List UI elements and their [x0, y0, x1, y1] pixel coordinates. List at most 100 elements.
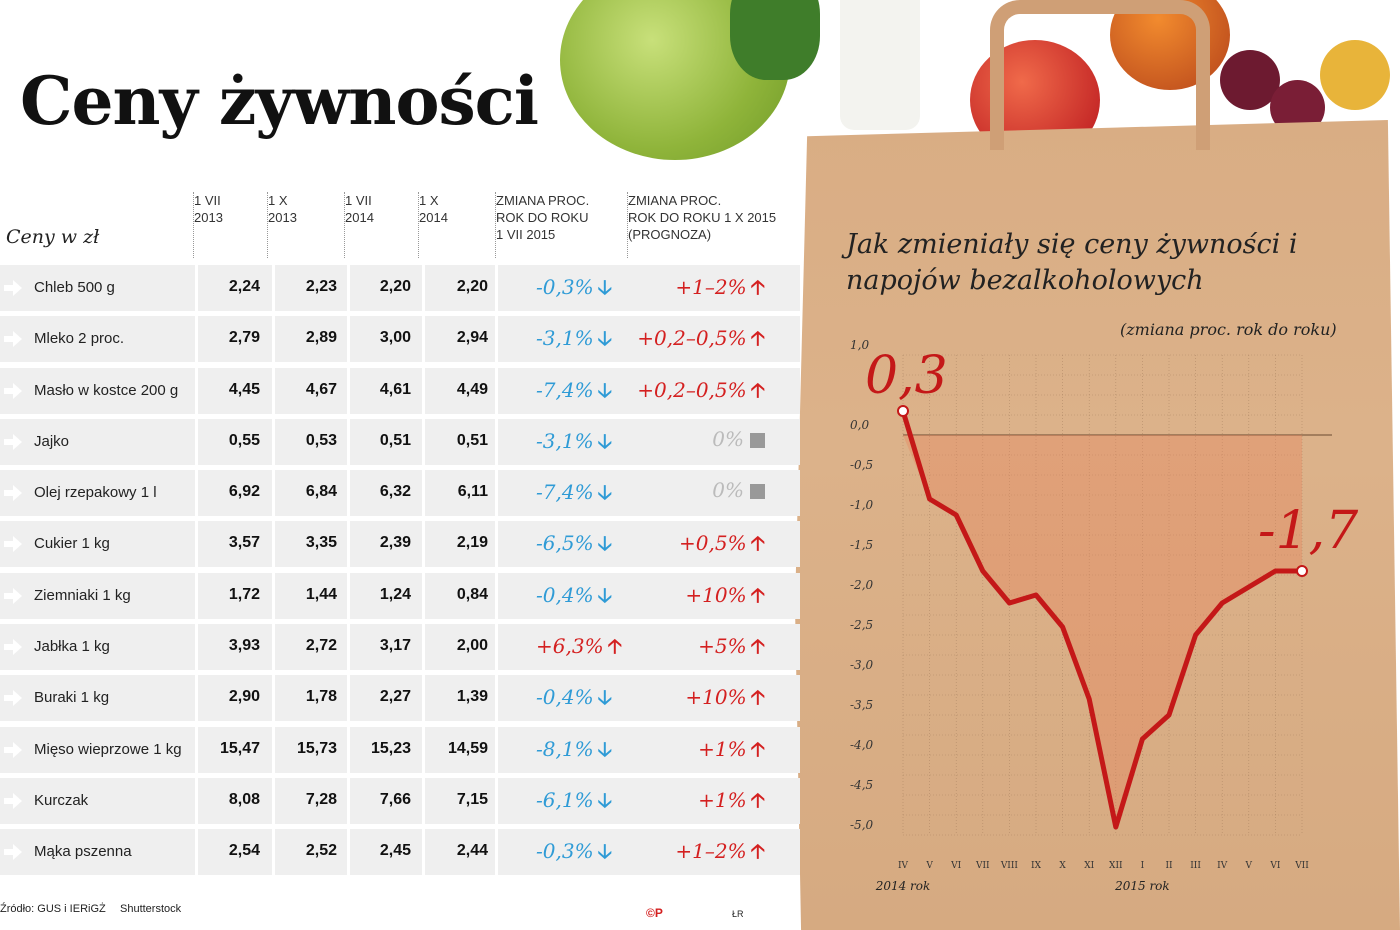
price-v2: 7,28: [305, 790, 337, 808]
x-tick-label: IX: [1031, 861, 1042, 871]
arrow-down-icon: 🡣: [597, 787, 612, 812]
table-row: Cukier 1 kg 3,57 3,35 2,39 2,19 -6,5% 🡣 +0,5% 🡡: [0, 521, 800, 568]
arrow-down-icon: 🡣: [597, 582, 612, 607]
yoy-change: -7,4% 🡣: [536, 376, 612, 410]
product-name: Buraki 1 kg: [34, 689, 110, 707]
price-v1: 2,79: [228, 329, 260, 347]
price-v3: 2,45: [379, 842, 411, 860]
row-arrow-icon: [4, 690, 22, 707]
column-divider: [272, 418, 275, 465]
product-name: Ziemniaki 1 kg: [34, 586, 131, 604]
arrow-up-icon: 🡡: [750, 839, 765, 864]
x-tick-label: IV: [1217, 861, 1228, 871]
column-divider: [347, 521, 350, 568]
column-divider: [195, 316, 198, 363]
price-v4: 0,84: [456, 585, 488, 603]
column-divider: [495, 521, 498, 568]
no-change-square-icon: [750, 484, 765, 500]
column-divider: [495, 829, 498, 876]
column-divider: [195, 829, 198, 876]
x-group-label: 2014 rok: [875, 879, 931, 893]
column-divider: [272, 829, 275, 876]
unit-label: Ceny w zł: [6, 226, 100, 248]
price-v4: 2,20: [456, 278, 488, 295]
column-divider: [347, 777, 350, 824]
column-divider: [195, 470, 198, 517]
y-tick-label: -0,5: [850, 458, 873, 472]
price-v3: 2,20: [379, 278, 411, 295]
row-arrow-icon: [4, 331, 22, 348]
column-divider: [495, 316, 498, 363]
table-row: Jabłka 1 kg 3,93 2,72 3,17 2,00 +6,3% 🡡 +5% 🡡: [0, 624, 800, 671]
row-arrow-icon: [4, 639, 22, 656]
y-tick-label: -2,5: [850, 618, 873, 632]
product-name: Cukier 1 kg: [34, 535, 110, 553]
column-divider: [422, 265, 425, 311]
row-arrow-icon: [4, 382, 22, 399]
x-tick-label: V: [925, 861, 933, 871]
column-divider: [422, 521, 425, 568]
price-v4: 14,59: [447, 739, 488, 757]
table-row: Ziemniaki 1 kg 1,72 1,44 1,24 0,84 -0,4% 🡣 +10%…: [0, 572, 800, 619]
x-tick-label: IV: [898, 861, 909, 871]
x-tick-label: VII: [975, 861, 990, 871]
column-divider: [195, 418, 198, 465]
x-tick-label: VIII: [1000, 861, 1019, 871]
col-header-4: 1 X 2014: [418, 192, 448, 258]
column-divider: [347, 470, 350, 517]
yoy-change: -8,1% 🡣: [536, 735, 612, 769]
x-tick-label: VI: [950, 861, 961, 871]
column-divider: [495, 726, 498, 773]
endpoint-marker: [897, 405, 909, 417]
forecast-change: +0,2–0,5% 🡡: [637, 324, 765, 358]
produce-photo: [550, 0, 1400, 170]
price-v2: 4,67: [305, 380, 337, 398]
price-v3: 1,24: [379, 585, 411, 603]
y-tick-label: -3,0: [850, 658, 874, 672]
table-row: Mięso wieprzowe 1 kg 15,47 15,73 15,23 14,59…: [0, 726, 800, 773]
x-tick-label: VII: [1294, 861, 1309, 871]
price-v3: 3,17: [379, 637, 411, 655]
arrow-up-icon: 🡡: [750, 787, 765, 812]
source-note: Źródło: GUS i IERiGŻ: [0, 903, 106, 915]
product-name: Chleb 500 g: [34, 279, 115, 296]
y-tick-label: -3,5: [850, 698, 873, 712]
table-row: Kurczak 8,08 7,28 7,66 7,15 -6,1% 🡣 +1% 🡡: [0, 777, 800, 824]
column-divider: [195, 521, 198, 568]
table-row: Buraki 1 kg 2,90 1,78 2,27 1,39 -0,4% 🡣 +10% 🡡: [0, 675, 800, 722]
column-divider: [422, 777, 425, 824]
arrow-up-icon: 🡡: [607, 634, 622, 659]
price-v3: 3,00: [379, 329, 411, 347]
table-header: Ceny w zł 1 VII 2013 1 X 2013 1 VII 2014 1 …: [0, 190, 800, 260]
column-divider: [347, 726, 350, 773]
column-divider: [195, 675, 198, 722]
x-tick-label: I: [1141, 861, 1145, 871]
price-v1: 0,55: [228, 431, 260, 449]
y-tick-label: -4,0: [850, 738, 874, 752]
y-tick-label: -1,0: [850, 498, 874, 512]
price-v1: 2,90: [228, 688, 260, 706]
row-arrow-icon: [4, 485, 22, 502]
column-divider: [347, 572, 350, 619]
yoy-change: -0,4% 🡣: [536, 581, 612, 615]
column-divider: [272, 726, 275, 773]
column-divider: [422, 470, 425, 517]
forecast-change: +1% 🡡: [698, 786, 765, 820]
column-divider: [272, 624, 275, 671]
column-divider: [347, 418, 350, 465]
price-v3: 2,39: [379, 534, 411, 552]
column-divider: [422, 829, 425, 876]
price-table: Chleb 500 g 2,24 2,23 2,20 2,20 -0,3% 🡣 +1–2% 🡡 M…: [0, 265, 800, 881]
data-line: [900, 410, 1302, 830]
forecast-change: +5% 🡡: [698, 632, 765, 666]
column-divider: [495, 572, 498, 619]
column-divider: [347, 624, 350, 671]
arrow-up-icon: 🡡: [750, 634, 765, 659]
yoy-change: -6,5% 🡣: [536, 529, 612, 563]
price-v1: 1,72: [228, 585, 260, 603]
price-v2: 0,53: [305, 431, 337, 449]
x-tick-label: II: [1165, 861, 1173, 871]
row-arrow-icon: [4, 844, 22, 861]
price-v1: 2,54: [228, 842, 260, 860]
forecast-change: +1% 🡡: [698, 735, 765, 769]
